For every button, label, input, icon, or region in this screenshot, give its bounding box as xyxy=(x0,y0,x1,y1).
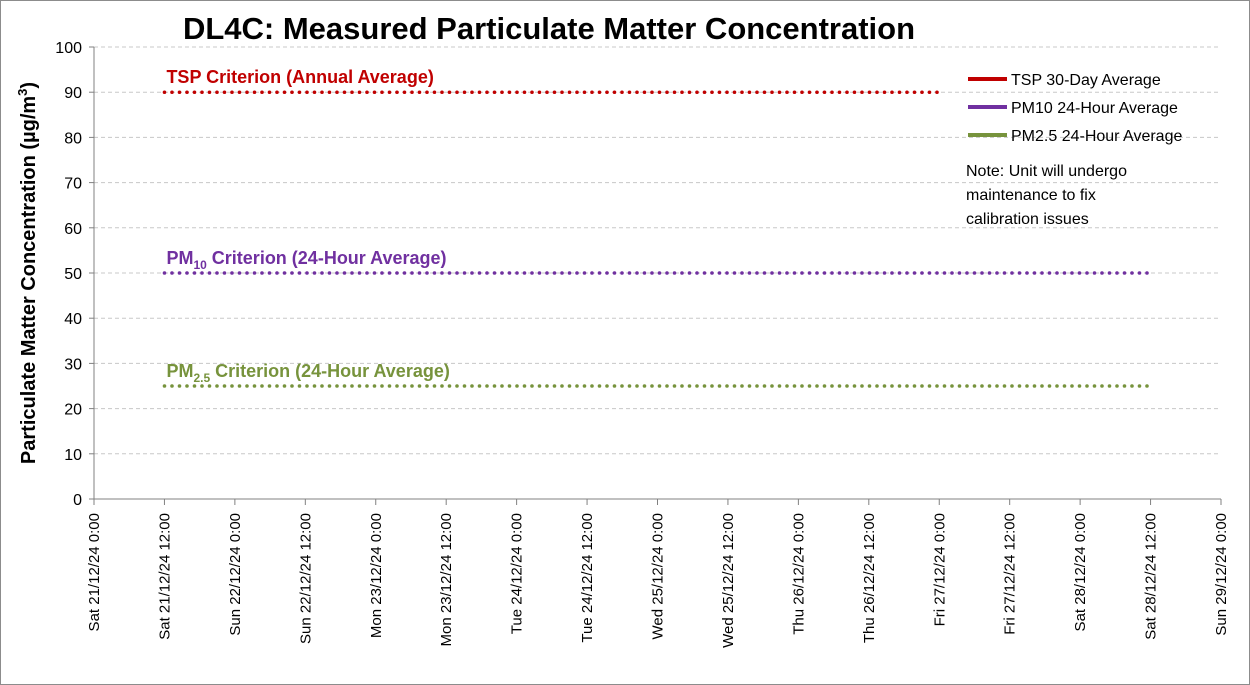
y-tick-label: 100 xyxy=(55,40,82,57)
x-tick-label: Tue 24/12/24 0:00 xyxy=(509,513,526,634)
x-tick-label: Sat 21/12/24 12:00 xyxy=(156,513,173,640)
y-tick-labels: 0 10 20 30 40 50 60 70 80 90 100 xyxy=(55,40,82,509)
x-tick-label: Fri 27/12/24 0:00 xyxy=(931,513,948,626)
y-tick-label: 80 xyxy=(64,130,82,147)
y-tick-label: 0 xyxy=(73,492,82,509)
x-tick-label: Thu 26/12/24 12:00 xyxy=(861,513,878,643)
chart-note: Note: Unit will undergo maintenance to fi… xyxy=(966,163,1127,228)
y-tick-label: 60 xyxy=(64,221,82,238)
chart-title: DL4C: Measured Particulate Matter Concen… xyxy=(183,11,915,46)
criterion-label-main: PM xyxy=(166,361,193,381)
y-axis-label-end: ) xyxy=(18,82,40,89)
y-tick-label: 30 xyxy=(64,356,82,373)
legend: TSP 30-Day Average PM10 24-Hour Average PM… xyxy=(968,72,1182,145)
y-tick-label: 40 xyxy=(64,311,82,328)
criterion-label: TSP Criterion (Annual Average) xyxy=(166,67,433,87)
y-axis-label: Particulate Matter Concentration (µg/m3) xyxy=(15,82,40,464)
criteria-lines: TSP Criterion (Annual Average)PM10 Crite… xyxy=(162,67,1153,388)
legend-label: PM10 24-Hour Average xyxy=(1011,100,1178,117)
note-line: maintenance to fix xyxy=(966,187,1096,204)
y-tick-label: 70 xyxy=(64,176,82,193)
x-tick-label: Mon 23/12/24 0:00 xyxy=(368,513,385,638)
x-tick-label: Thu 26/12/24 0:00 xyxy=(790,513,807,635)
note-line: calibration issues xyxy=(966,211,1089,228)
criterion-label-sub: 2.5 xyxy=(193,371,210,385)
legend-label: TSP 30-Day Average xyxy=(1011,72,1161,89)
x-tick-label: Wed 25/12/24 12:00 xyxy=(720,513,737,648)
x-tick-label: Fri 27/12/24 12:00 xyxy=(1002,513,1019,635)
x-tick-label: Sat 21/12/24 0:00 xyxy=(86,513,103,631)
criterion-label-rest: Criterion (24-Hour Average) xyxy=(210,361,450,381)
x-tick-label: Sun 29/12/24 0:00 xyxy=(1213,513,1230,636)
axes xyxy=(89,46,1222,505)
criterion-label: PM10 Criterion (24-Hour Average) xyxy=(166,248,446,272)
y-axis-label-sup: 3 xyxy=(15,89,30,96)
criterion-label: PM2.5 Criterion (24-Hour Average) xyxy=(166,361,449,385)
y-tick-label: 90 xyxy=(64,85,82,102)
x-tick-label: Tue 24/12/24 12:00 xyxy=(579,513,596,643)
x-tick-label: Sun 22/12/24 0:00 xyxy=(227,513,244,636)
legend-label: PM2.5 24-Hour Average xyxy=(1011,128,1182,145)
y-tick-label: 10 xyxy=(64,447,82,464)
criterion-label-main: TSP Criterion (Annual Average) xyxy=(166,67,433,87)
note-line: Note: Unit will undergo xyxy=(966,163,1127,180)
y-axis-label-main: Particulate Matter Concentration (µg/m xyxy=(18,96,40,464)
y-tick-label: 50 xyxy=(64,266,82,283)
x-tick-labels: Sat 21/12/24 0:00 Sat 21/12/24 12:00 Sun 2… xyxy=(86,513,1230,648)
y-tick-label: 20 xyxy=(64,402,82,419)
criterion-label-main: PM xyxy=(166,248,193,268)
criterion-label-rest: Criterion (24-Hour Average) xyxy=(207,248,447,268)
x-tick-label: Sat 28/12/24 12:00 xyxy=(1143,513,1160,640)
x-tick-label: Sat 28/12/24 0:00 xyxy=(1072,513,1089,631)
criterion-label-sub: 10 xyxy=(193,258,207,272)
x-tick-label: Sun 22/12/24 12:00 xyxy=(297,513,314,644)
x-tick-label: Wed 25/12/24 0:00 xyxy=(650,513,667,640)
x-tick-label: Mon 23/12/24 12:00 xyxy=(438,513,455,646)
